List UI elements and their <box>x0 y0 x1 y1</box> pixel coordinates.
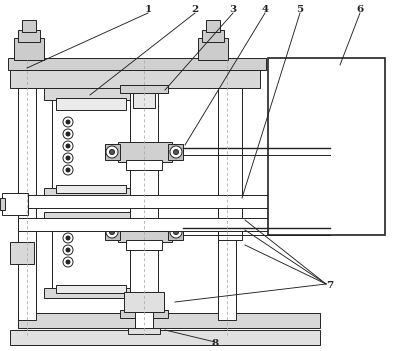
Circle shape <box>170 226 182 238</box>
Bar <box>10 68 260 88</box>
Circle shape <box>66 120 70 124</box>
Bar <box>105 224 120 240</box>
Bar <box>22 20 36 32</box>
Text: 6: 6 <box>356 6 364 14</box>
Bar <box>44 88 138 100</box>
Circle shape <box>63 153 73 163</box>
Circle shape <box>106 146 118 158</box>
Circle shape <box>110 230 114 234</box>
Circle shape <box>106 226 118 238</box>
Bar <box>126 160 162 170</box>
Text: 4: 4 <box>262 6 268 14</box>
Bar <box>10 330 320 345</box>
Circle shape <box>63 129 73 139</box>
Bar <box>124 292 164 312</box>
Bar <box>126 240 162 250</box>
Bar <box>133 93 155 108</box>
Circle shape <box>66 156 70 160</box>
Bar <box>2 193 28 215</box>
Bar <box>14 38 44 60</box>
Bar <box>202 30 224 42</box>
Circle shape <box>63 165 73 175</box>
Bar <box>118 222 172 242</box>
Bar <box>105 144 120 160</box>
Circle shape <box>66 144 70 148</box>
Circle shape <box>63 141 73 151</box>
Bar <box>18 30 40 42</box>
Bar <box>168 144 183 160</box>
Bar <box>44 212 138 222</box>
Circle shape <box>63 233 73 243</box>
Text: 3: 3 <box>230 6 236 14</box>
Bar <box>120 310 168 318</box>
Circle shape <box>110 150 114 154</box>
Circle shape <box>66 248 70 252</box>
Circle shape <box>63 257 73 267</box>
Text: 8: 8 <box>212 339 218 349</box>
Text: 1: 1 <box>144 6 152 14</box>
Bar <box>8 58 266 70</box>
Bar <box>44 288 138 298</box>
Bar <box>56 285 126 293</box>
Bar <box>168 224 183 240</box>
Circle shape <box>174 230 178 234</box>
Bar <box>18 313 320 328</box>
Bar <box>198 38 228 60</box>
Bar <box>268 58 385 235</box>
Bar <box>56 98 126 110</box>
Bar <box>18 65 36 320</box>
Text: 2: 2 <box>191 6 199 14</box>
Bar <box>130 88 158 312</box>
Bar <box>218 88 242 240</box>
Bar <box>206 20 220 32</box>
Bar <box>135 312 153 330</box>
Bar <box>10 242 34 264</box>
Bar <box>44 188 138 198</box>
Bar <box>218 65 236 320</box>
Text: 5: 5 <box>296 6 304 14</box>
Circle shape <box>66 236 70 240</box>
Circle shape <box>63 245 73 255</box>
Bar <box>56 220 126 230</box>
Circle shape <box>63 117 73 127</box>
Bar <box>0 198 5 210</box>
Text: 7: 7 <box>326 280 334 290</box>
Bar <box>128 328 160 334</box>
Circle shape <box>174 150 178 154</box>
Bar <box>118 142 172 162</box>
Circle shape <box>66 260 70 264</box>
Circle shape <box>66 168 70 172</box>
Circle shape <box>170 146 182 158</box>
Bar <box>52 90 130 195</box>
Bar <box>18 218 345 231</box>
Circle shape <box>66 132 70 136</box>
Bar <box>18 195 345 208</box>
Bar <box>120 85 168 93</box>
Bar <box>52 218 130 295</box>
Bar <box>56 185 126 193</box>
